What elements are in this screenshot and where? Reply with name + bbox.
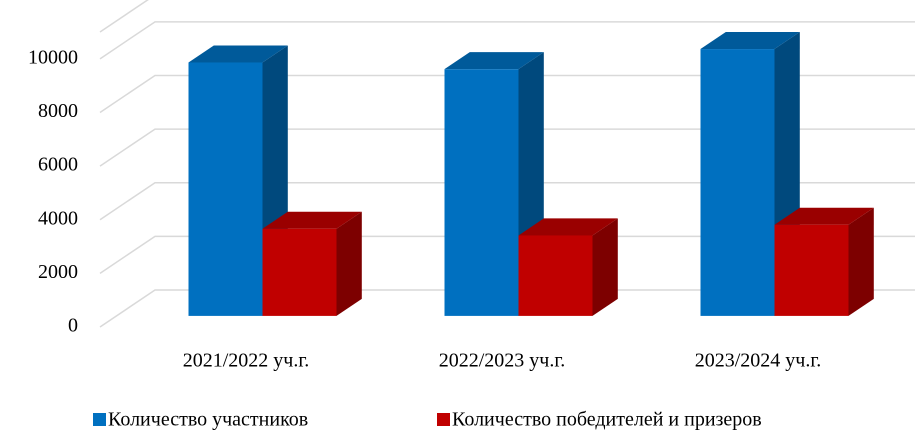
bar-top bbox=[700, 32, 800, 50]
bar-side bbox=[336, 211, 362, 316]
y-tick-label: 4000 bbox=[38, 207, 78, 229]
bar-top bbox=[262, 211, 362, 229]
bar-top bbox=[188, 45, 288, 63]
legend-label: Количество победителей и призеров bbox=[452, 409, 762, 431]
bar bbox=[518, 235, 593, 316]
grid-line bbox=[99, 128, 915, 167]
bar-top bbox=[518, 218, 618, 236]
bar bbox=[700, 49, 775, 316]
y-tick-label: 6000 bbox=[38, 154, 78, 176]
grid-line bbox=[99, 235, 915, 274]
y-tick-label: 2000 bbox=[38, 261, 78, 283]
y-tick-label: 10000 bbox=[28, 46, 78, 68]
y-tick-label: 8000 bbox=[38, 100, 78, 122]
grid-line bbox=[99, 74, 915, 114]
grid-line bbox=[99, 181, 915, 221]
y-tick-label: 0 bbox=[68, 315, 78, 337]
bar-top bbox=[444, 52, 544, 70]
legend-swatch bbox=[437, 413, 450, 426]
x-tick-label: 2021/2022 уч.г. bbox=[183, 350, 310, 372]
bar-side bbox=[592, 218, 618, 316]
x-tick-label: 2022/2023 уч.г. bbox=[439, 350, 566, 372]
bar bbox=[774, 224, 849, 316]
grid-line bbox=[99, 0, 149, 33]
bar bbox=[262, 228, 337, 316]
grid-line bbox=[99, 289, 915, 328]
bar-top bbox=[774, 207, 874, 225]
bar bbox=[444, 69, 519, 316]
bar bbox=[188, 62, 263, 316]
x-tick-label: 2023/2024 уч.г. bbox=[695, 350, 822, 372]
legend-label: Количество участников bbox=[108, 409, 308, 431]
grid-line bbox=[99, 21, 915, 60]
bar-side bbox=[848, 207, 874, 316]
legend-swatch bbox=[93, 413, 106, 426]
